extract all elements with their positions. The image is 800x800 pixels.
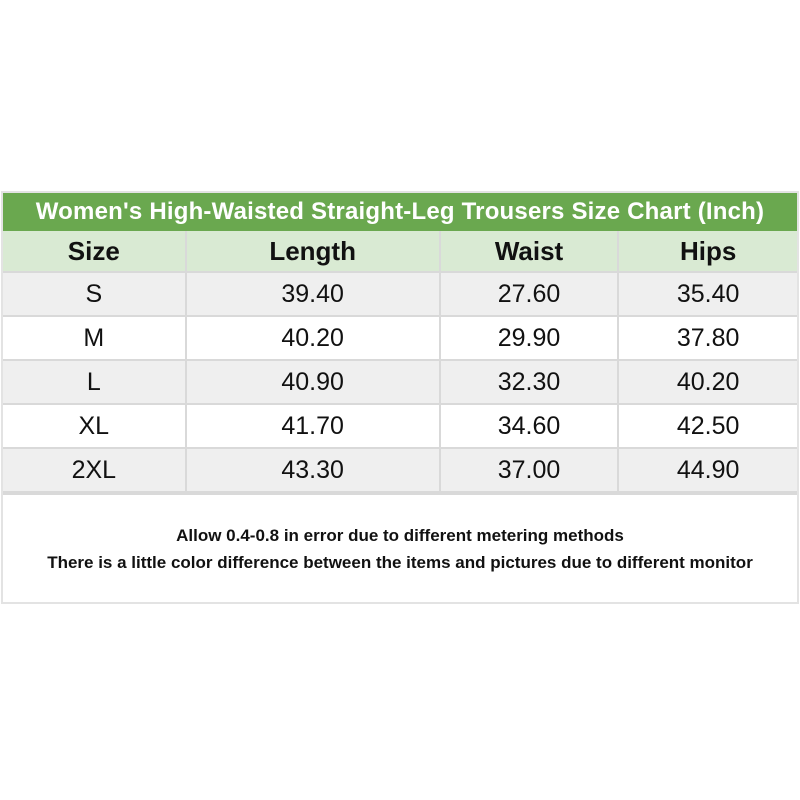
table-row-xl: XL 41.70 34.60 42.50 — [3, 403, 797, 449]
cell-hips: 40.20 — [617, 359, 797, 405]
table-body: S 39.40 27.60 35.40 M 40.20 29.90 37.80 … — [3, 271, 797, 493]
chart-title: Women's High-Waisted Straight-Leg Trouse… — [3, 193, 797, 231]
cell-size: 2XL — [3, 447, 187, 493]
cell-waist: 27.60 — [438, 271, 620, 317]
cell-size: M — [3, 315, 187, 361]
column-header-size: Size — [3, 231, 187, 273]
note-color-difference: There is a little color difference betwe… — [47, 552, 753, 572]
table-row-m: M 40.20 29.90 37.80 — [3, 315, 797, 361]
column-header-waist: Waist — [438, 231, 620, 273]
cell-size: L — [3, 359, 187, 405]
cell-waist: 32.30 — [438, 359, 620, 405]
note-metering-error: Allow 0.4-0.8 in error due to different … — [176, 525, 624, 545]
table-row-2xl: 2XL 43.30 37.00 44.90 — [3, 447, 797, 493]
cell-waist: 29.90 — [438, 315, 620, 361]
cell-hips: 44.90 — [617, 447, 797, 493]
cell-hips: 35.40 — [617, 271, 797, 317]
cell-length: 41.70 — [184, 403, 441, 449]
table-row-l: L 40.90 32.30 40.20 — [3, 359, 797, 405]
table-header: Size Length Waist Hips — [3, 231, 797, 273]
header-row: Size Length Waist Hips — [3, 231, 797, 273]
cell-waist: 34.60 — [438, 403, 620, 449]
size-chart: Women's High-Waisted Straight-Leg Trouse… — [1, 191, 799, 604]
column-header-length: Length — [184, 231, 441, 273]
cell-length: 40.20 — [184, 315, 441, 361]
cell-length: 39.40 — [184, 271, 441, 317]
cell-length: 43.30 — [184, 447, 441, 493]
cell-hips: 42.50 — [617, 403, 797, 449]
cell-waist: 37.00 — [438, 447, 620, 493]
cell-hips: 37.80 — [617, 315, 797, 361]
footnotes: Allow 0.4-0.8 in error due to different … — [3, 493, 797, 602]
column-header-hips: Hips — [617, 231, 797, 273]
cell-size: XL — [3, 403, 187, 449]
table-row-s: S 39.40 27.60 35.40 — [3, 271, 797, 317]
cell-size: S — [3, 271, 187, 317]
cell-length: 40.90 — [184, 359, 441, 405]
size-table: Size Length Waist Hips S 39.40 27.60 35.… — [3, 231, 797, 493]
